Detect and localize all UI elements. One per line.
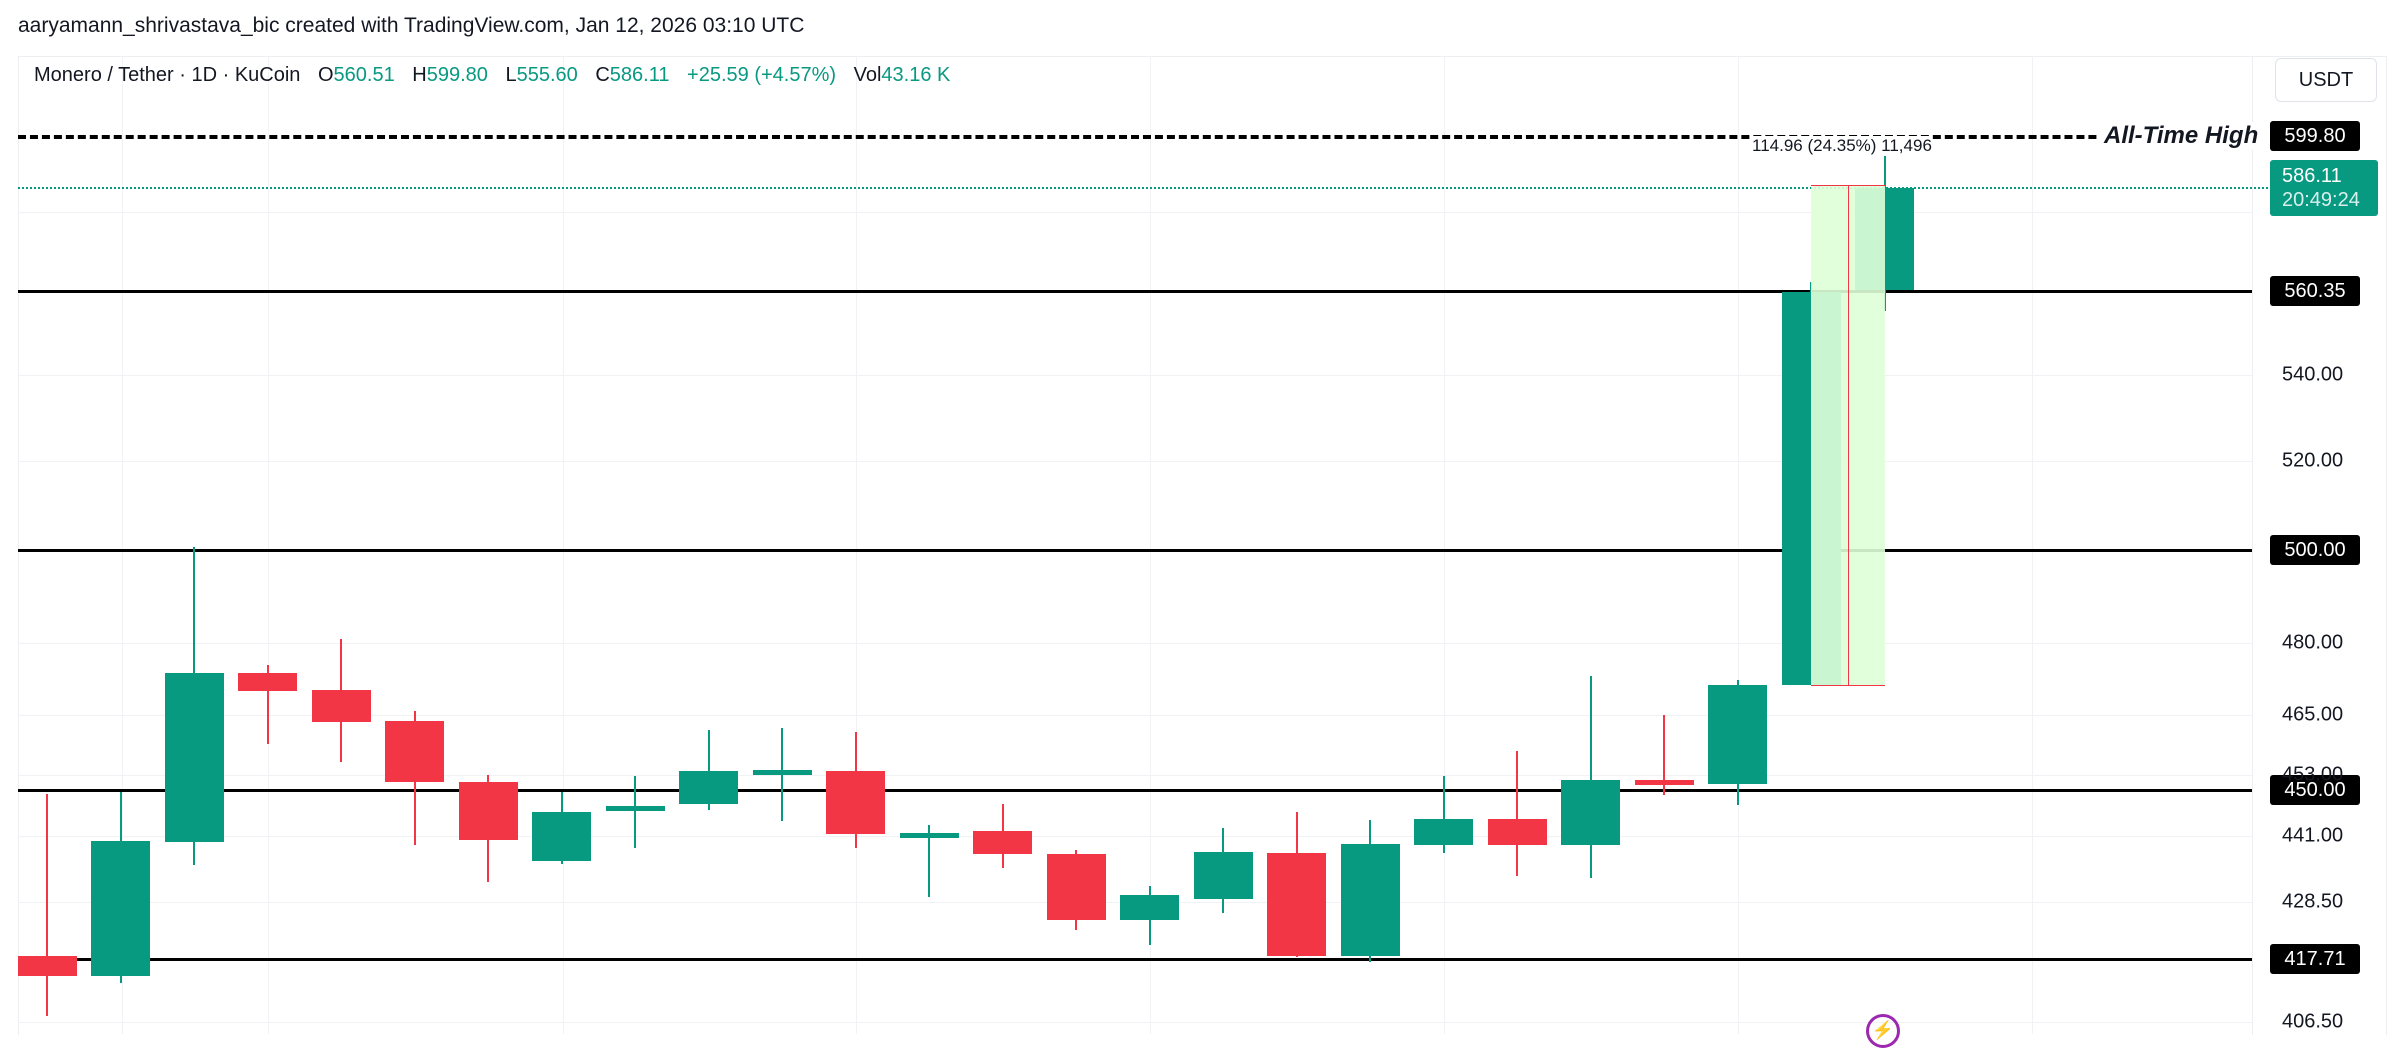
price-tick-label: 540.00 (2282, 363, 2344, 386)
chart-title-attribution: aaryamann_shrivastava_bic created with T… (18, 14, 805, 37)
candle-bullish[interactable] (1120, 895, 1179, 920)
candle-bullish[interactable] (752, 770, 812, 775)
price-tick-label: 428.50 (2282, 890, 2344, 913)
candle-bullish[interactable] (899, 833, 959, 839)
candle-bearish[interactable] (1267, 852, 1326, 956)
candle-wick (634, 776, 636, 849)
all-time-high-label: All-Time High (2098, 122, 2265, 150)
candle-bullish[interactable] (605, 806, 665, 812)
grid-line-horizontal (18, 715, 2252, 716)
candle-bearish[interactable] (1634, 780, 1694, 785)
measure-arrow-line (1848, 185, 1849, 686)
candle-bullish[interactable] (1193, 851, 1253, 900)
grid-line-vertical (856, 56, 857, 1034)
grid-line-vertical (1444, 56, 1445, 1034)
grid-line-horizontal (18, 1022, 2252, 1023)
grid-line-vertical (1738, 56, 1739, 1034)
candle-bearish[interactable] (311, 689, 371, 722)
change-value: +25.59 (+4.57%) (687, 64, 837, 86)
grid-line-vertical (2032, 56, 2033, 1034)
current-price-line (18, 187, 2268, 189)
level-line[interactable] (18, 134, 2252, 139)
price-tick-label: 480.00 (2282, 631, 2344, 654)
candle-bearish[interactable] (1487, 819, 1547, 845)
symbol-legend: Monero / Tether · 1D · KuCoin O560.51 H5… (34, 64, 962, 87)
measure-edge (1811, 685, 1885, 687)
candle-bullish[interactable] (164, 672, 224, 843)
candle-bullish[interactable] (1561, 779, 1620, 845)
price-tick-label: 441.00 (2282, 824, 2344, 847)
candle-bullish[interactable] (91, 841, 150, 977)
grid-line-horizontal (18, 461, 2252, 462)
low-label: L (505, 64, 517, 86)
level-line[interactable] (18, 788, 2252, 792)
candle-bearish[interactable] (458, 782, 518, 841)
candle-bullish[interactable] (532, 812, 591, 862)
grid-line-vertical (1150, 56, 1151, 1034)
candle-wick (1589, 675, 1592, 879)
symbol-name[interactable]: Monero / Tether · 1D · KuCoin (34, 64, 301, 86)
level-price-tag: 417.71 (2270, 944, 2360, 974)
candle-bearish[interactable] (973, 831, 1032, 855)
candle-wick (1663, 715, 1665, 796)
grid-line-horizontal (18, 212, 2252, 213)
candle-bearish[interactable] (238, 672, 297, 691)
candle-wick (707, 730, 710, 810)
candle-bullish[interactable] (1340, 843, 1400, 956)
current-price-value: 586.11 (2282, 165, 2342, 187)
level-price-tag: 450.00 (2270, 775, 2360, 805)
level-line[interactable] (18, 548, 2252, 552)
grid-line-horizontal (18, 775, 2252, 776)
chart-pane[interactable] (18, 56, 2253, 1035)
currency-button[interactable]: USDT (2275, 58, 2377, 102)
close-value: 586.11 (609, 64, 670, 86)
high-value: 599.80 (426, 64, 488, 86)
grid-line-vertical (268, 56, 269, 1034)
candle-bearish[interactable] (1046, 854, 1106, 920)
bar-countdown: 20:49:24 (2282, 189, 2360, 211)
lightning-icon[interactable]: ⚡ (1866, 1014, 1900, 1048)
measure-label: 114.96 (24.35%) 11,496 (1752, 136, 1932, 156)
candle-bullish[interactable] (679, 771, 738, 804)
level-line[interactable] (18, 957, 2252, 961)
price-tick-label: 406.50 (2282, 1010, 2344, 1033)
low-value: 555.60 (516, 64, 578, 86)
level-price-tag: 560.35 (2270, 276, 2360, 306)
level-line[interactable] (18, 289, 2252, 293)
price-axis[interactable] (2252, 56, 2387, 1035)
candle-bullish[interactable] (1414, 819, 1473, 845)
high-label: H (412, 64, 427, 86)
open-value: 560.51 (333, 64, 395, 86)
candle-bearish[interactable] (17, 956, 77, 977)
measure-edge (1811, 185, 1885, 186)
candle-bearish[interactable] (826, 770, 885, 835)
grid-line-horizontal (18, 375, 2252, 376)
candle-wick (46, 794, 48, 1016)
grid-line-vertical (122, 56, 123, 1034)
candle-wick (1516, 750, 1518, 876)
grid-line-horizontal (18, 643, 2252, 644)
volume-label: Vol (853, 64, 882, 86)
close-label: C (595, 64, 610, 86)
level-price-tag: 500.00 (2270, 535, 2360, 565)
candle-bearish[interactable] (385, 721, 444, 782)
candle-wick (1442, 776, 1445, 853)
grid-line-vertical (563, 56, 564, 1034)
current-price-tag: 586.11 20:49:24 (2270, 160, 2378, 216)
grid-line-horizontal (18, 836, 2252, 837)
candle-wick (266, 665, 269, 744)
candle-wick (928, 824, 930, 898)
price-tick-label: 465.00 (2282, 703, 2344, 726)
volume-value: 43.16 K (881, 64, 951, 86)
price-tick-label: 520.00 (2282, 449, 2344, 472)
candle-bullish[interactable] (1708, 685, 1767, 785)
level-price-tag: 599.80 (2270, 121, 2360, 151)
open-label: O (317, 64, 334, 86)
price-tick-label: 453.00 (2282, 763, 2344, 786)
